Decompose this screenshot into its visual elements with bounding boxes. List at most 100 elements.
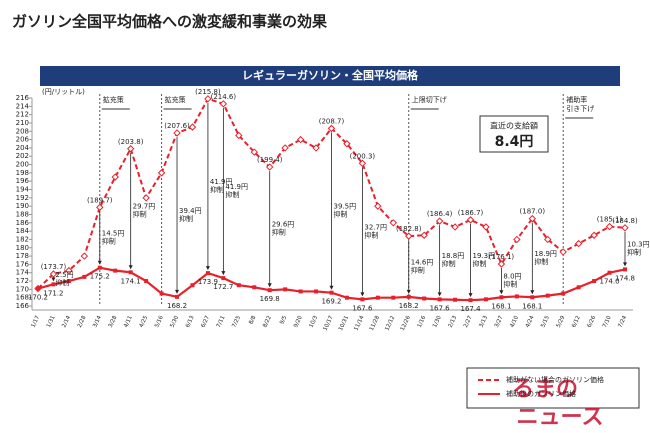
marker (80, 252, 89, 260)
marker (405, 232, 413, 240)
marker (283, 287, 288, 292)
phase-label: 拡充策 (103, 95, 124, 104)
marker (513, 235, 521, 244)
marker (252, 285, 257, 290)
marker (406, 294, 411, 299)
x-tick-label: 7/25 (231, 314, 242, 328)
subsidy-arrowhead (205, 266, 210, 271)
marker (82, 274, 87, 279)
data-label: (214.6) (211, 93, 237, 101)
subsidy-label: 抑制 (133, 210, 147, 219)
x-tick-label: 7/10 (602, 314, 613, 328)
data-label: (207.6) (164, 122, 190, 130)
marker (96, 203, 104, 212)
marker (544, 235, 552, 244)
x-tick-label: 8/8 (248, 314, 257, 325)
x-tick-label: 1/30 (432, 314, 443, 328)
marker (175, 294, 180, 299)
subsidy-label: 10.3円 (627, 241, 650, 249)
marker (514, 294, 519, 299)
data-label: 173.9 (198, 278, 218, 286)
y-tick-label: 168 (16, 294, 29, 302)
banner: レギュラーガソリン・全国平均価格 (242, 68, 419, 82)
latest-value: 8.4円 (495, 134, 534, 150)
marker (561, 291, 566, 296)
marker (576, 285, 581, 290)
x-tick-label: 6/13 (185, 314, 196, 328)
subsidy-label: 14.6円 (411, 258, 434, 266)
x-tick-label: 1/16 (417, 314, 428, 328)
subsidy-arrowhead (468, 293, 473, 298)
marker (466, 216, 475, 224)
y-tick-label: 200 (16, 161, 29, 169)
subsidy-label: 抑制 (225, 190, 239, 199)
marker (327, 124, 336, 133)
x-tick-label: 2/27 (463, 314, 474, 328)
data-label: 174.8 (615, 274, 635, 282)
x-tick-label: 3/13 (478, 314, 489, 328)
y-tick-label: 210 (16, 119, 29, 127)
marker (66, 279, 71, 284)
subsidy-label: 18.8円 (442, 252, 465, 260)
subsidy-label: 19.3円 (473, 252, 496, 260)
marker (623, 267, 627, 272)
y-tick-label: 196 (16, 177, 30, 185)
y-tick-label: 176 (16, 260, 30, 268)
data-label: 168.2 (167, 302, 187, 310)
x-tick-label: 9/20 (293, 314, 304, 328)
subsidy-arrowhead (267, 283, 272, 288)
y-tick-label: 178 (16, 252, 29, 260)
x-tick-label: 5/15 (540, 314, 551, 328)
y-tick-label: 206 (16, 136, 30, 144)
marker (236, 283, 241, 288)
marker (113, 268, 118, 273)
subsidy-arrowhead (221, 271, 226, 276)
marker (267, 288, 272, 293)
marker (389, 219, 397, 227)
marker (435, 217, 444, 225)
x-tick-label: 2/14 (61, 314, 72, 328)
y-tick-label: 202 (16, 152, 29, 160)
data-label: (208.7) (319, 117, 345, 125)
marker (298, 289, 303, 294)
subsidy-label: 29.6円 (272, 221, 295, 229)
data-label: (203.8) (118, 138, 144, 146)
latest-box (479, 115, 549, 153)
legend-label: 補助後のガソリン価格 (506, 389, 576, 398)
marker (266, 163, 274, 171)
chart-title: ガソリン全国平均価格への激変緩和事業の効果 (12, 13, 328, 31)
subsidy-label: 39.5円 (334, 203, 357, 211)
latest-label: 直近の支給額 (490, 121, 538, 131)
y-tick-label: 170 (16, 285, 29, 293)
marker (281, 144, 289, 152)
x-tick-label: 4/10 (509, 314, 520, 328)
marker (314, 289, 319, 294)
marker (605, 222, 614, 231)
banner-bg (40, 66, 620, 86)
marker (221, 276, 226, 281)
y-tick-label: 214 (16, 102, 30, 110)
subsidy-arrowhead (128, 265, 133, 270)
data-label: 174.0 (600, 278, 620, 286)
data-label: 171.2 (43, 289, 63, 297)
data-label: (215.8) (195, 88, 221, 96)
marker (528, 214, 537, 223)
subsidy-label: 41.9円 (210, 178, 233, 186)
data-label: 167.6 (352, 304, 373, 312)
marker (344, 295, 349, 300)
marker (437, 297, 442, 302)
subsidy-arrowhead (406, 289, 411, 294)
marker (482, 223, 490, 231)
x-tick-label: 6/12 (571, 315, 582, 329)
marker (621, 224, 629, 232)
data-label: 167.4 (461, 305, 482, 313)
subsidy-label: 18.9円 (534, 250, 557, 258)
y-tick-label: 186 (16, 219, 30, 227)
subsidy-label: 抑制 (364, 230, 378, 239)
subsidy-label: 抑制 (534, 257, 548, 266)
y-tick-label: 204 (16, 144, 30, 152)
data-label: 169.8 (260, 295, 280, 303)
marker (375, 295, 380, 300)
